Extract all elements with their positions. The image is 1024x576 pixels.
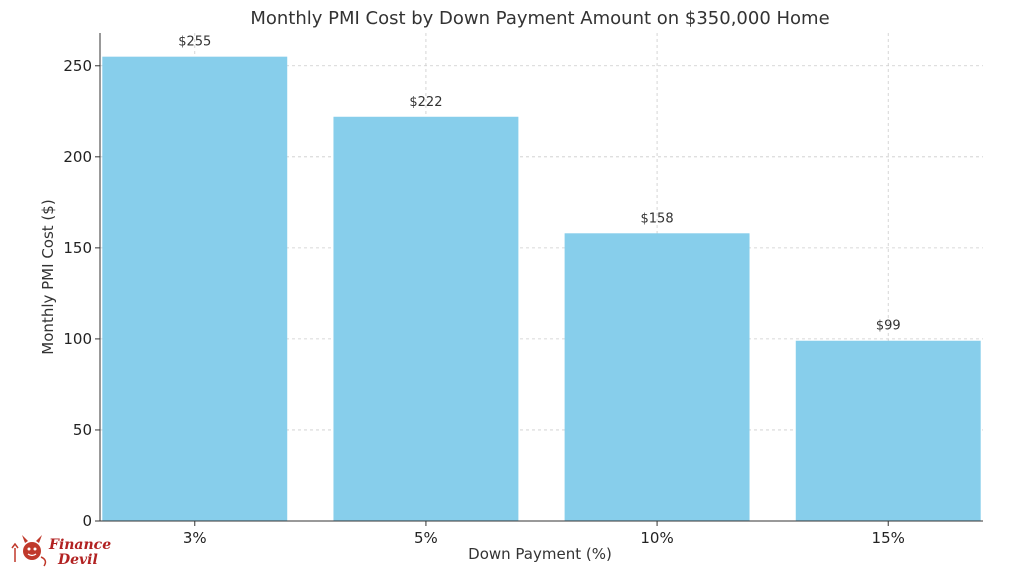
- logo-text-line1: Finance: [48, 537, 111, 553]
- x-tick-label-3: 15%: [872, 529, 905, 547]
- chart-title: Monthly PMI Cost by Down Payment Amount …: [250, 8, 829, 29]
- y-tick-label-4: 200: [63, 148, 92, 166]
- y-axis-label: Monthly PMI Cost ($): [39, 199, 57, 354]
- data-label-1: $222: [409, 95, 442, 110]
- x-axis-label: Down Payment (%): [468, 545, 612, 563]
- data-label-2: $158: [641, 211, 674, 226]
- bar-3: [795, 340, 981, 521]
- axes: [99, 33, 983, 522]
- data-labels: $255 $222 $158 $99: [178, 35, 900, 334]
- bar-0: [102, 56, 288, 522]
- logo-text-line2: Devil: [57, 552, 98, 568]
- x-tick-label-1: 5%: [414, 529, 438, 547]
- y-tick-label-0: 0: [82, 512, 92, 530]
- data-label-3: $99: [876, 319, 901, 334]
- y-tick-label-5: 250: [63, 57, 92, 75]
- y-tick-label-3: 150: [63, 239, 92, 257]
- x-tick-label-0: 3%: [183, 529, 207, 547]
- y-ticks: 0 50 100 150 200 250: [63, 57, 100, 530]
- finance-devil-logo: Finance Devil: [11, 535, 111, 568]
- data-label-0: $255: [178, 35, 211, 50]
- bar-2: [564, 233, 750, 521]
- y-tick-label-1: 50: [73, 421, 92, 439]
- bar-1: [333, 116, 519, 521]
- x-ticks: 3% 5% 10% 15%: [183, 521, 905, 547]
- x-tick-label-2: 10%: [640, 529, 673, 547]
- devil-icon: [11, 535, 47, 567]
- bars: [102, 56, 981, 522]
- y-tick-label-2: 100: [63, 330, 92, 348]
